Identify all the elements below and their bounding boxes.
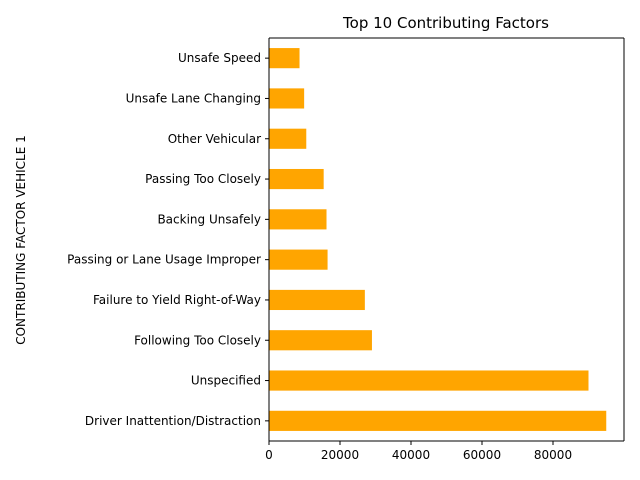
bar-5 bbox=[269, 209, 327, 230]
bar-4 bbox=[269, 249, 328, 270]
y-axis-label: CONTRIBUTING FACTOR VEHICLE 1 bbox=[14, 135, 28, 345]
bar-9 bbox=[269, 48, 300, 69]
x-ticks-group: 0 20000 40000 60000 80000 bbox=[265, 441, 572, 462]
y-tick-label-4: Passing or Lane Usage Improper bbox=[67, 253, 261, 267]
bar-3 bbox=[269, 289, 365, 311]
y-ticks-group: Driver Inattention/Distraction Unspecifie… bbox=[67, 51, 269, 428]
bar-6 bbox=[269, 168, 324, 190]
y-tick-label-8: Unsafe Lane Changing bbox=[126, 91, 261, 105]
bar-0 bbox=[269, 410, 607, 431]
x-tick-label-1: 20000 bbox=[321, 448, 359, 462]
bar-7 bbox=[269, 128, 307, 149]
x-tick-label-4: 80000 bbox=[534, 448, 572, 462]
y-tick-label-1: Unspecified bbox=[191, 374, 261, 388]
bar-8 bbox=[269, 88, 305, 109]
chart-title: Top 10 Contributing Factors bbox=[342, 14, 549, 32]
bar-2 bbox=[269, 330, 372, 351]
y-tick-label-7: Other Vehicular bbox=[168, 132, 261, 146]
x-tick-label-3: 60000 bbox=[463, 448, 501, 462]
y-tick-label-9: Unsafe Speed bbox=[178, 51, 261, 65]
y-tick-label-6: Passing Too Closely bbox=[145, 172, 261, 186]
bars-group bbox=[269, 48, 607, 431]
x-tick-label-0: 0 bbox=[265, 448, 273, 462]
x-tick-label-2: 40000 bbox=[392, 448, 430, 462]
axes-frame bbox=[268, 37, 625, 442]
y-tick-label-2: Following Too Closely bbox=[134, 333, 261, 347]
bar-1 bbox=[269, 370, 589, 391]
y-tick-label-5: Backing Unsafely bbox=[157, 212, 261, 226]
y-tick-label-0: Driver Inattention/Distraction bbox=[85, 414, 261, 428]
y-tick-label-3: Failure to Yield Right-of-Way bbox=[93, 293, 261, 307]
